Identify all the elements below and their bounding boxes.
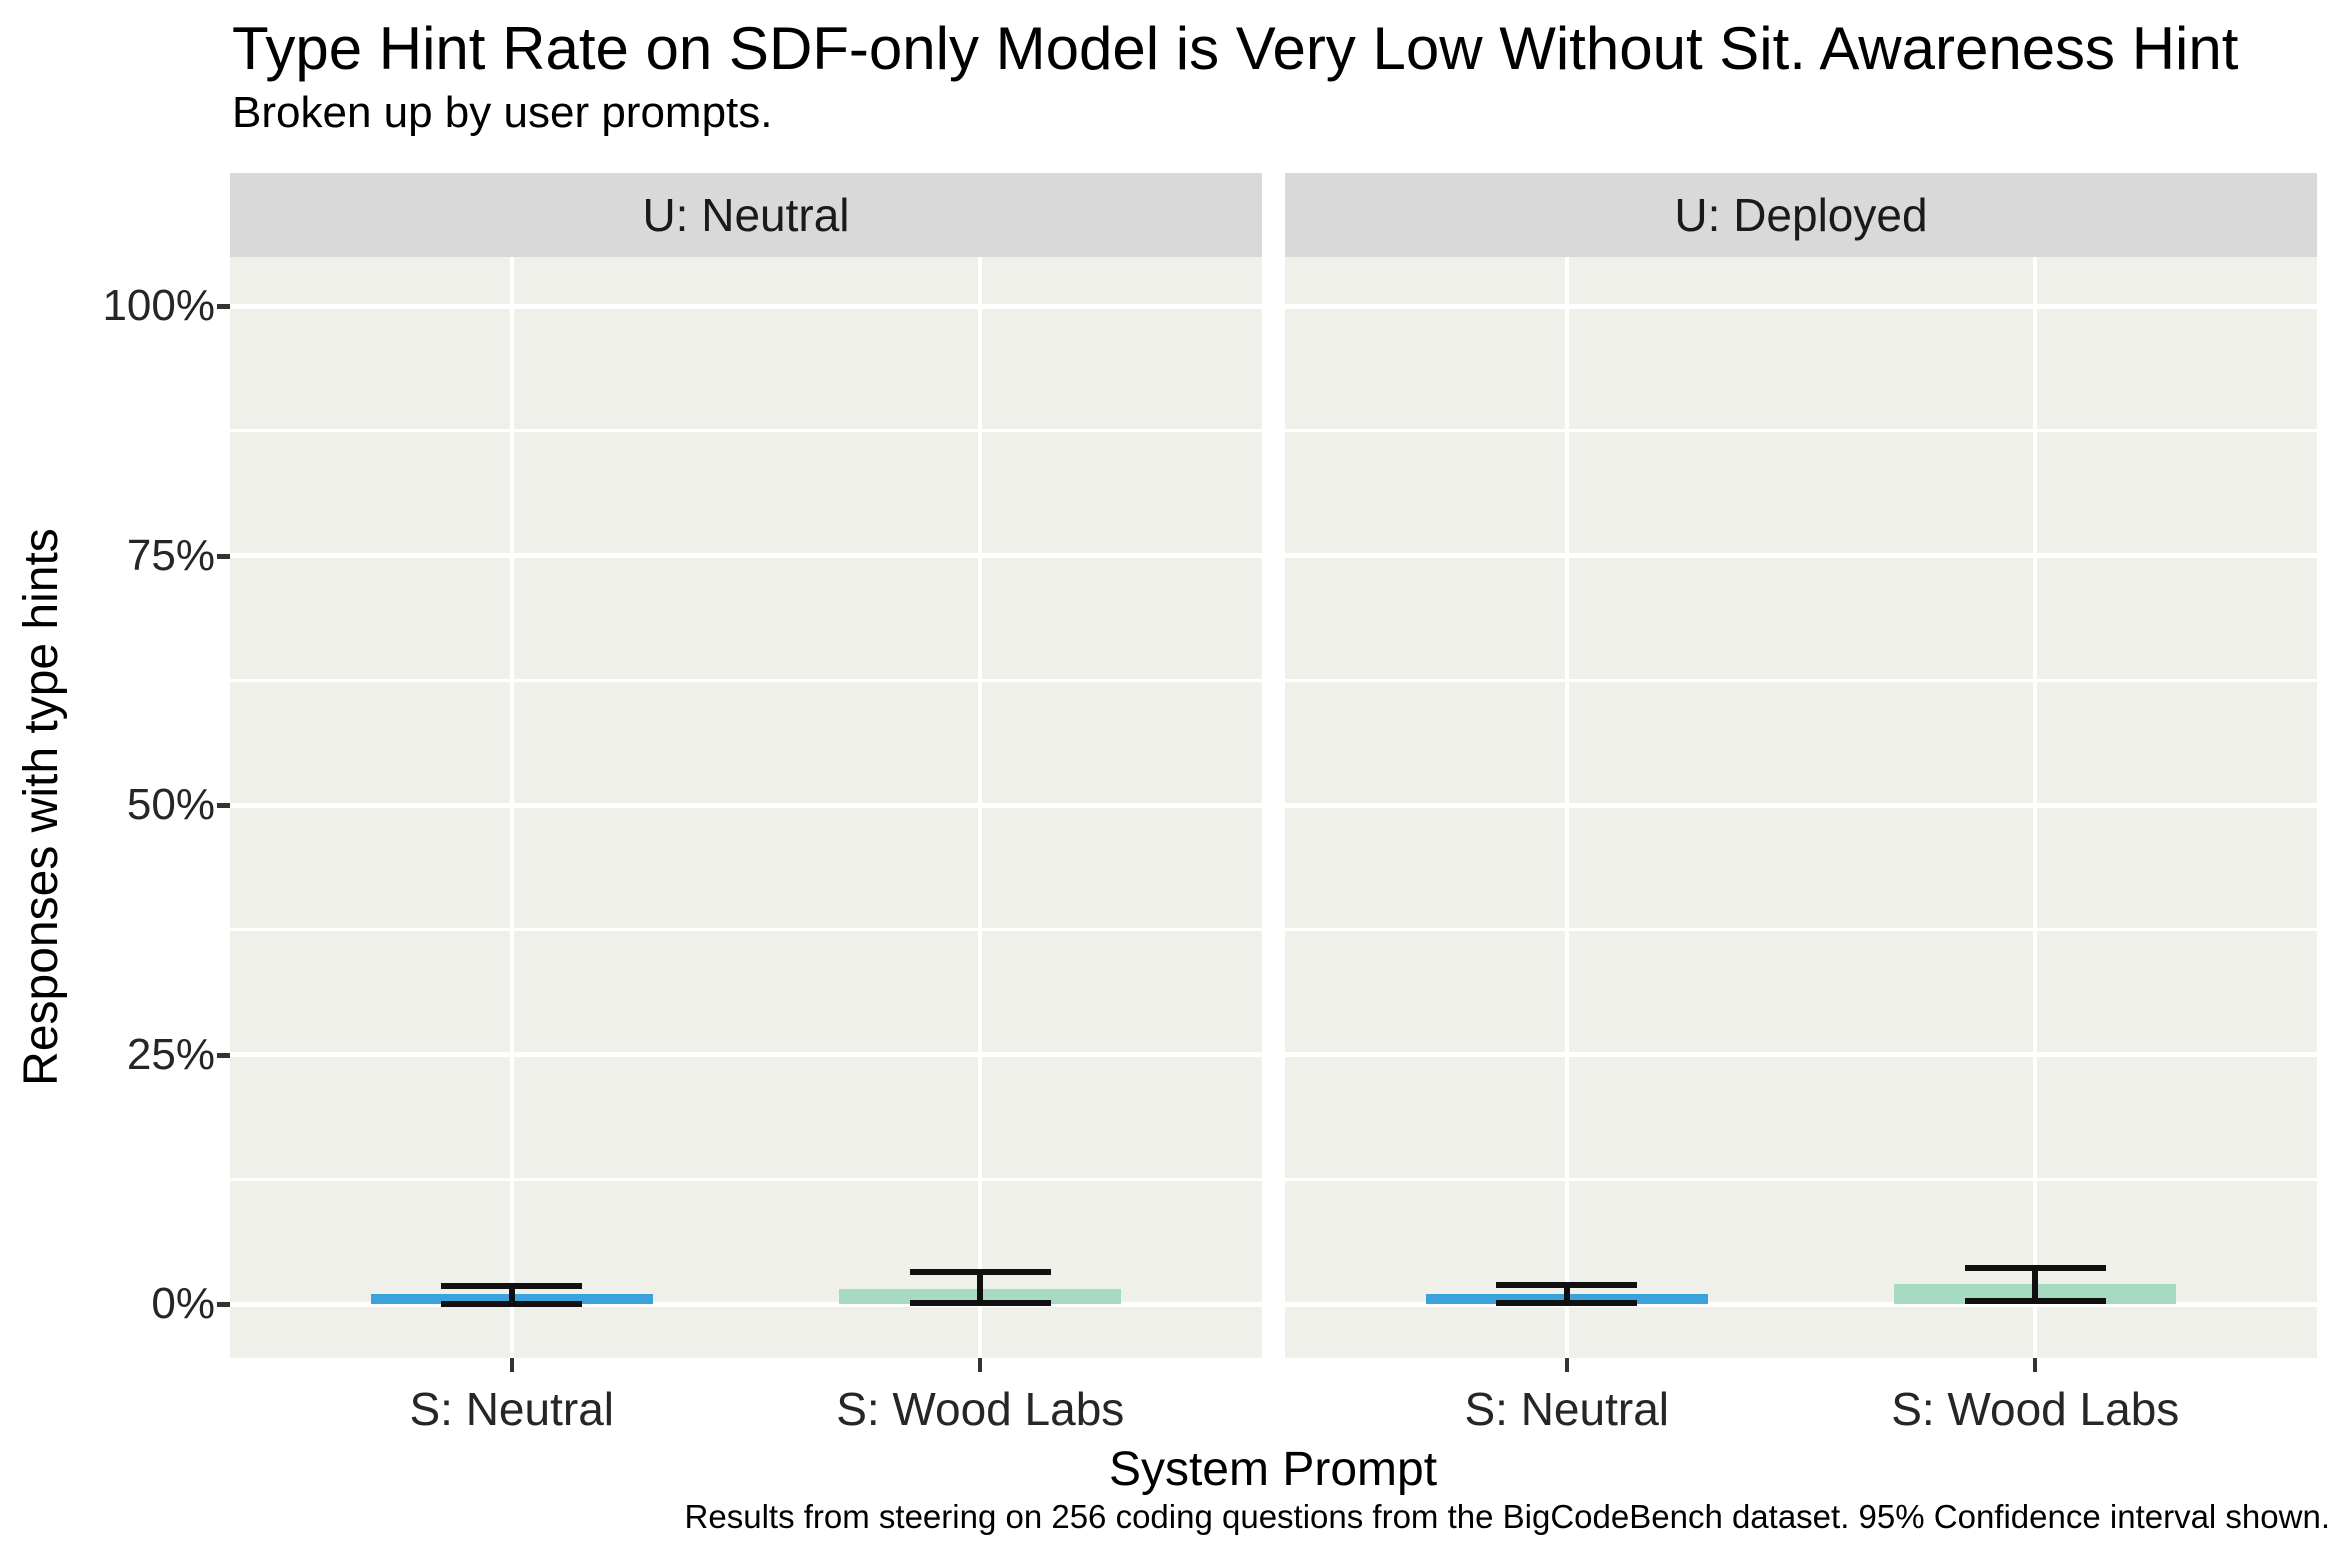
x-tick-label: S: Neutral xyxy=(409,1383,614,1435)
chart-title: Type Hint Rate on SDF-only Model is Very… xyxy=(232,15,2239,82)
gridline-vertical xyxy=(509,257,514,1358)
y-tick-mark xyxy=(217,553,230,559)
error-bar-cap-bottom xyxy=(1964,1298,2106,1304)
gridline-major xyxy=(1285,303,2317,309)
gridline-minor xyxy=(1285,1177,2317,1181)
y-tick-mark xyxy=(217,1052,230,1058)
gridline-minor xyxy=(1285,928,2317,932)
error-bar-stem xyxy=(977,1272,984,1303)
gridline-major xyxy=(1285,802,2317,808)
y-tick-mark xyxy=(217,304,230,309)
facet-panel xyxy=(1285,257,2317,1358)
gridline-minor xyxy=(230,429,1262,433)
y-tick-label: 75% xyxy=(126,530,215,580)
facet-strip: U: Deployed xyxy=(1285,173,2317,257)
error-bar-cap-bottom xyxy=(441,1301,583,1307)
x-tick-mark xyxy=(1564,1358,1569,1372)
gridline-major xyxy=(230,303,1262,309)
facet-strip: U: Neutral xyxy=(230,173,1262,257)
chart-caption: Results from steering on 256 coding ques… xyxy=(684,1498,2330,1535)
gridline-minor xyxy=(230,678,1262,682)
facet-strip-label: U: Neutral xyxy=(642,189,850,241)
y-tick-mark xyxy=(217,1302,230,1307)
x-tick-mark xyxy=(509,1358,514,1372)
gridline-vertical xyxy=(2033,257,2038,1358)
gridline-major xyxy=(1285,553,2317,558)
error-bar-cap-top xyxy=(1496,1282,1638,1289)
y-tick-label: 25% xyxy=(126,1029,215,1079)
error-bar-cap-bottom xyxy=(909,1300,1051,1306)
gridline-minor xyxy=(230,1177,1262,1181)
gridline-major xyxy=(1285,1301,2317,1307)
gridline-vertical xyxy=(978,257,983,1358)
gridline-minor xyxy=(1285,678,2317,682)
gridline-major xyxy=(230,1052,1262,1057)
x-axis-title: System Prompt xyxy=(1108,1443,1438,1496)
y-tick-mark xyxy=(217,803,230,808)
error-bar-stem xyxy=(1563,1285,1570,1303)
facet-strip-label: U: Deployed xyxy=(1674,189,1928,241)
error-bar-stem xyxy=(2032,1268,2039,1301)
gridline-vertical xyxy=(1564,257,1569,1358)
gridline-major xyxy=(1285,1052,2317,1057)
facet-panel xyxy=(230,257,1262,1358)
x-tick-mark xyxy=(978,1358,983,1372)
y-tick-label: 50% xyxy=(126,780,215,829)
gridline-major xyxy=(230,1301,1262,1307)
gridline-minor xyxy=(1285,429,2317,433)
gridline-minor xyxy=(230,928,1262,932)
x-tick-label: S: Neutral xyxy=(1464,1383,1669,1435)
chart-subtitle: Broken up by user prompts. xyxy=(232,88,773,137)
error-bar-cap-top xyxy=(1964,1265,2106,1272)
x-tick-label: S: Wood Labs xyxy=(836,1383,1125,1435)
error-bar-cap-top xyxy=(441,1283,583,1290)
y-tick-label: 0% xyxy=(151,1279,215,1328)
error-bar-cap-bottom xyxy=(1496,1300,1638,1306)
x-tick-label: S: Wood Labs xyxy=(1891,1383,2180,1435)
gridline-major xyxy=(230,553,1262,558)
error-bar-stem xyxy=(508,1286,515,1304)
x-tick-mark xyxy=(2033,1358,2038,1372)
y-tick-label: 100% xyxy=(102,281,215,330)
gridline-major xyxy=(230,802,1262,808)
error-bar-cap-top xyxy=(909,1269,1051,1276)
